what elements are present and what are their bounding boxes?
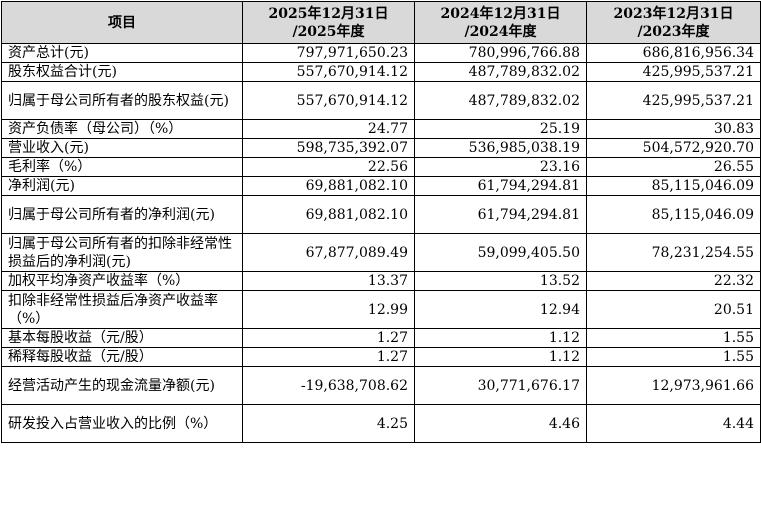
cell-2025: 67,877,089.49 <box>242 233 415 272</box>
row-label: 净利润(元) <box>1 176 243 196</box>
cell-2025: 69,881,082.10 <box>242 195 415 234</box>
table-row: 归属于母公司所有者的扣除非经常性损益后的净利润(元) 67,877,089.49… <box>1 233 761 272</box>
header-col-2024-year: /2024年度 <box>464 23 537 40</box>
row-label: 股东权益合计(元) <box>1 62 243 82</box>
cell-2024: 487,789,832.02 <box>414 62 587 82</box>
cell-2025: 13.37 <box>242 271 415 291</box>
table-row: 经营活动产生的现金流量净额(元) -19,638,708.62 30,771,6… <box>1 366 761 405</box>
cell-2023: 30.83 <box>586 119 761 139</box>
cell-2024: 13.52 <box>414 271 587 291</box>
row-label: 扣除非经常性损益后净资产收益率（%） <box>1 290 243 329</box>
cell-2024: 25.19 <box>414 119 587 139</box>
row-label: 经营活动产生的现金流量净额(元) <box>1 366 243 405</box>
cell-2025: 797,971,650.23 <box>242 43 415 63</box>
table-row: 资产负债率（母公司）（%） 24.77 25.19 30.83 <box>1 119 761 139</box>
header-col-2024: 2024年12月31日 /2024年度 <box>414 1 587 44</box>
cell-2025: 598,735,392.07 <box>242 138 415 158</box>
header-item: 项目 <box>1 1 243 44</box>
cell-2024: 12.94 <box>414 290 587 329</box>
header-col-2023: 2023年12月31日 /2023年度 <box>586 1 761 44</box>
table-row: 加权平均净资产收益率（%） 13.37 13.52 22.32 <box>1 271 761 291</box>
cell-2024: 61,794,294.81 <box>414 176 587 196</box>
cell-2024: 61,794,294.81 <box>414 195 587 234</box>
table-row: 研发投入占营业收入的比例（%） 4.25 4.46 4.44 <box>1 404 761 443</box>
cell-2023: 1.55 <box>586 347 761 367</box>
cell-2023: 1.55 <box>586 328 761 348</box>
cell-2025: 557,670,914.12 <box>242 81 415 120</box>
cell-2025: 69,881,082.10 <box>242 176 415 196</box>
cell-2025: 22.56 <box>242 157 415 177</box>
cell-2025: 24.77 <box>242 119 415 139</box>
header-row: 项目 2025年12月31日 /2025年度 2024年12月31日 /2024… <box>1 1 761 44</box>
cell-2023: 20.51 <box>586 290 761 329</box>
header-col-2025-year: /2025年度 <box>292 23 365 40</box>
cell-2023: 85,115,046.09 <box>586 195 761 234</box>
header-col-2023-date: 2023年12月31日 <box>613 5 734 22</box>
cell-2023: 26.55 <box>586 157 761 177</box>
table-row: 基本每股收益（元/股） 1.27 1.12 1.55 <box>1 328 761 348</box>
table-row: 归属于母公司所有者的净利润(元) 69,881,082.10 61,794,29… <box>1 195 761 234</box>
cell-2025: 12.99 <box>242 290 415 329</box>
cell-2023: 85,115,046.09 <box>586 176 761 196</box>
financial-data-table: 项目 2025年12月31日 /2025年度 2024年12月31日 /2024… <box>1 1 761 443</box>
row-label: 归属于母公司所有者的净利润(元) <box>1 195 243 234</box>
row-label: 归属于母公司所有者的扣除非经常性损益后的净利润(元) <box>1 233 243 272</box>
table-row: 股东权益合计(元) 557,670,914.12 487,789,832.02 … <box>1 62 761 82</box>
row-label: 资产负债率（母公司）（%） <box>1 119 243 139</box>
row-label: 稀释每股收益（元/股） <box>1 347 243 367</box>
cell-2024: 23.16 <box>414 157 587 177</box>
table-row: 净利润(元) 69,881,082.10 61,794,294.81 85,11… <box>1 176 761 196</box>
table-row: 扣除非经常性损益后净资产收益率（%） 12.99 12.94 20.51 <box>1 290 761 329</box>
row-label: 毛利率（%） <box>1 157 243 177</box>
cell-2024: 59,099,405.50 <box>414 233 587 272</box>
cell-2024: 780,996,766.88 <box>414 43 587 63</box>
cell-2023: 12,973,961.66 <box>586 366 761 405</box>
table-body: 资产总计(元) 797,971,650.23 780,996,766.88 68… <box>1 43 761 443</box>
cell-2023: 686,816,956.34 <box>586 43 761 63</box>
cell-2023: 22.32 <box>586 271 761 291</box>
row-label: 营业收入(元) <box>1 138 243 158</box>
row-label: 归属于母公司所有者的股东权益(元) <box>1 81 243 120</box>
row-label: 研发投入占营业收入的比例（%） <box>1 404 243 443</box>
cell-2025: 4.25 <box>242 404 415 443</box>
cell-2024: 487,789,832.02 <box>414 81 587 120</box>
cell-2023: 78,231,254.55 <box>586 233 761 272</box>
cell-2024: 1.12 <box>414 347 587 367</box>
table-row: 归属于母公司所有者的股东权益(元) 557,670,914.12 487,789… <box>1 81 761 120</box>
row-label: 资产总计(元) <box>1 43 243 63</box>
cell-2025: 1.27 <box>242 328 415 348</box>
cell-2024: 30,771,676.17 <box>414 366 587 405</box>
cell-2023: 4.44 <box>586 404 761 443</box>
cell-2024: 1.12 <box>414 328 587 348</box>
cell-2024: 536,985,038.19 <box>414 138 587 158</box>
cell-2023: 425,995,537.21 <box>586 81 761 120</box>
row-label: 基本每股收益（元/股） <box>1 328 243 348</box>
table-row: 毛利率（%） 22.56 23.16 26.55 <box>1 157 761 177</box>
header-col-2023-year: /2023年度 <box>637 23 710 40</box>
table-header: 项目 2025年12月31日 /2025年度 2024年12月31日 /2024… <box>1 1 761 44</box>
table-row: 资产总计(元) 797,971,650.23 780,996,766.88 68… <box>1 43 761 63</box>
row-label: 加权平均净资产收益率（%） <box>1 271 243 291</box>
cell-2023: 425,995,537.21 <box>586 62 761 82</box>
table-row: 营业收入(元) 598,735,392.07 536,985,038.19 50… <box>1 138 761 158</box>
cell-2025: 1.27 <box>242 347 415 367</box>
cell-2023: 504,572,920.70 <box>586 138 761 158</box>
cell-2024: 4.46 <box>414 404 587 443</box>
header-col-2025-date: 2025年12月31日 <box>268 5 389 22</box>
header-col-2025: 2025年12月31日 /2025年度 <box>242 1 415 44</box>
cell-2025: -19,638,708.62 <box>242 366 415 405</box>
header-col-2024-date: 2024年12月31日 <box>440 5 561 22</box>
table-row: 稀释每股收益（元/股） 1.27 1.12 1.55 <box>1 347 761 367</box>
cell-2025: 557,670,914.12 <box>242 62 415 82</box>
